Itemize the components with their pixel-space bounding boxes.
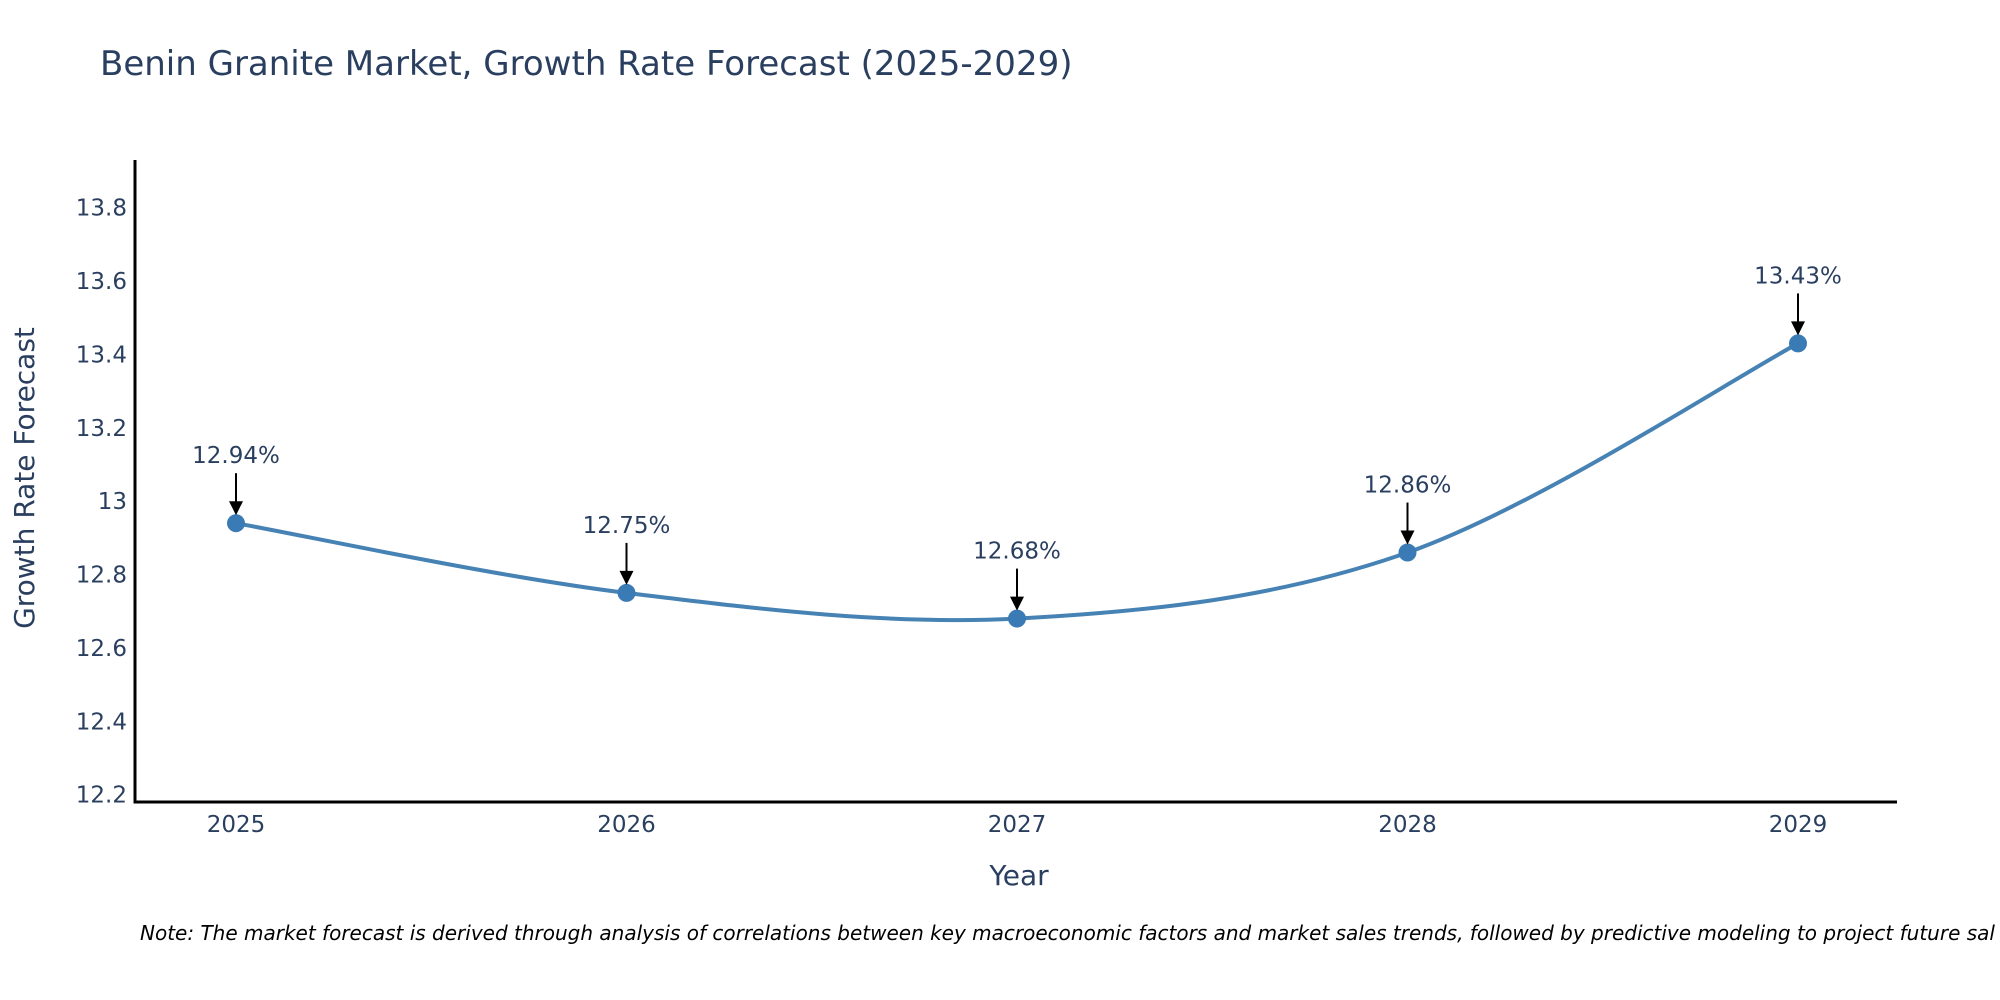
- chart-title: Benin Granite Market, Growth Rate Foreca…: [100, 44, 1073, 84]
- x-axis-title: Year: [988, 859, 1049, 892]
- x-tick-label: 2025: [207, 812, 266, 838]
- y-tick-label: 13: [98, 489, 127, 515]
- chart-note: Note: The market forecast is derived thr…: [140, 921, 1995, 945]
- y-tick-label: 12.4: [76, 709, 127, 735]
- y-tick-label: 13.8: [76, 196, 127, 222]
- annotation-arrow-head: [619, 570, 634, 585]
- y-tick-label: 12.8: [76, 563, 127, 589]
- data-label: 12.68%: [973, 539, 1061, 565]
- data-point[interactable]: [1789, 334, 1807, 353]
- x-tick-label: 2028: [1378, 812, 1437, 838]
- y-tick-label: 13.6: [76, 269, 127, 295]
- x-tick-label: 2026: [597, 812, 656, 838]
- y-tick-label: 13.2: [76, 416, 127, 442]
- annotation-arrow-head: [1400, 530, 1415, 545]
- annotation-arrow-head: [1010, 596, 1024, 611]
- data-label: 12.86%: [1364, 473, 1452, 499]
- data-label: 12.75%: [583, 513, 671, 539]
- data-point[interactable]: [1008, 609, 1026, 628]
- data-label: 13.43%: [1754, 263, 1842, 289]
- data-label: 12.94%: [192, 443, 280, 469]
- x-tick-label: 2029: [1769, 812, 1828, 838]
- y-axis-title: Growth Rate Forecast: [8, 327, 41, 629]
- data-point[interactable]: [617, 583, 636, 602]
- annotation-arrow-head: [229, 501, 243, 516]
- y-tick-label: 12.2: [76, 783, 127, 809]
- data-point[interactable]: [227, 514, 245, 533]
- annotation-arrow-head: [1791, 321, 1805, 336]
- y-tick-label: 13.4: [76, 342, 127, 368]
- y-tick-label: 12.6: [76, 636, 127, 662]
- x-tick-label: 2027: [988, 812, 1047, 838]
- data-point[interactable]: [1398, 543, 1417, 562]
